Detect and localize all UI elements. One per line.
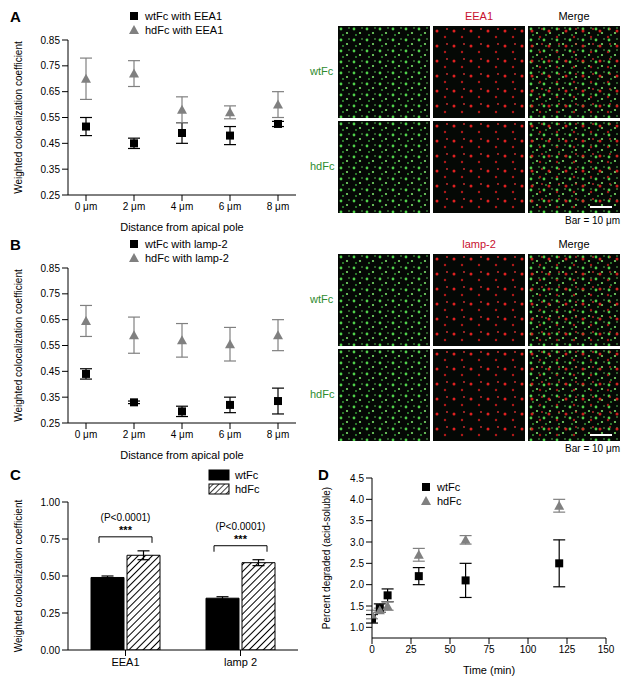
svg-text:1.0: 1.0 xyxy=(350,622,364,633)
svg-text:2.5: 2.5 xyxy=(350,558,364,569)
svg-text:2.0: 2.0 xyxy=(350,579,364,590)
html-text:wtFc with lamp-2: wtFc with lamp-2 xyxy=(145,238,228,250)
svg-text:lamp 2: lamp 2 xyxy=(224,656,257,668)
html-text:wtFc: wtFc xyxy=(310,65,334,77)
svg-text:2 μm: 2 μm xyxy=(123,201,145,212)
html-text:hdFc with EEA1: hdFc with EEA1 xyxy=(145,24,224,36)
svg-text:0.65: 0.65 xyxy=(41,86,61,97)
svg-text:0.00: 0.00 xyxy=(41,645,61,656)
svg-text:0.85: 0.85 xyxy=(41,35,61,46)
svg-text:8 μm: 8 μm xyxy=(267,429,289,440)
html-text:Merge: Merge xyxy=(558,10,590,22)
svg-text:4 μm: 4 μm xyxy=(171,201,193,212)
svg-text:Distance from apical pole: Distance from apical pole xyxy=(120,449,244,461)
svg-text:Distance from apical pole: Distance from apical pole xyxy=(120,221,244,233)
svg-text:(P<0.0001): (P<0.0001) xyxy=(101,512,151,523)
html-text:EEA1: EEA1 xyxy=(464,10,494,22)
svg-text:0.85: 0.85 xyxy=(41,263,61,274)
svg-text:150: 150 xyxy=(598,644,615,655)
html-text:hdFc: hdFc xyxy=(310,160,335,172)
svg-text:3.5: 3.5 xyxy=(350,515,364,526)
svg-text:6 μm: 6 μm xyxy=(219,201,241,212)
svg-text:0 μm: 0 μm xyxy=(75,429,97,440)
svg-text:0.55: 0.55 xyxy=(41,112,61,123)
svg-text:***: *** xyxy=(119,524,133,536)
svg-text:(P<0.0001): (P<0.0001) xyxy=(216,521,266,532)
svg-text:0.50: 0.50 xyxy=(41,571,61,582)
svg-text:25: 25 xyxy=(405,644,417,655)
svg-text:4.0: 4.0 xyxy=(350,494,364,505)
svg-text:75: 75 xyxy=(483,644,495,655)
html-text:hdFc: hdFc xyxy=(437,495,462,507)
svg-text:Weighted colocalization coeffi: Weighted colocalization coefficient xyxy=(13,41,24,194)
html-text:hdFc: hdFc xyxy=(235,483,260,495)
svg-text:3.0: 3.0 xyxy=(350,537,364,548)
svg-text:1.5: 1.5 xyxy=(350,601,364,612)
html-text:Bar = 10 μm: Bar = 10 μm xyxy=(565,443,620,454)
html-text:B: B xyxy=(10,236,21,253)
svg-text:0.35: 0.35 xyxy=(41,392,61,403)
html-text:D: D xyxy=(318,466,329,483)
svg-text:Weighted colocalization coeffi: Weighted colocalization coefficient xyxy=(13,269,24,422)
html-text:Merge: Merge xyxy=(558,238,590,250)
svg-text:0.45: 0.45 xyxy=(41,366,61,377)
svg-text:6 μm: 6 μm xyxy=(219,429,241,440)
svg-text:0.25: 0.25 xyxy=(41,190,61,201)
html-text:lamp-2: lamp-2 xyxy=(462,238,496,250)
svg-text:0.45: 0.45 xyxy=(41,138,61,149)
svg-text:0.35: 0.35 xyxy=(41,164,61,175)
svg-text:0.25: 0.25 xyxy=(41,418,61,429)
html-text:wtFc: wtFc xyxy=(310,293,334,305)
svg-text:0.75: 0.75 xyxy=(41,288,61,299)
html-text:Bar = 10 μm: Bar = 10 μm xyxy=(565,215,620,226)
svg-text:100: 100 xyxy=(520,644,537,655)
html-text:A: A xyxy=(10,8,21,25)
svg-text:EEA1: EEA1 xyxy=(111,656,139,668)
html-text:wtFc: wtFc xyxy=(235,469,259,481)
svg-text:***: *** xyxy=(234,533,248,545)
svg-text:8 μm: 8 μm xyxy=(267,201,289,212)
svg-text:50: 50 xyxy=(444,644,456,655)
svg-text:0: 0 xyxy=(369,644,375,655)
svg-text:125: 125 xyxy=(559,644,576,655)
svg-text:Weighted colocalization coeffi: Weighted colocalization coefficient xyxy=(13,500,24,653)
svg-text:Time (min): Time (min) xyxy=(463,664,515,676)
svg-text:0 μm: 0 μm xyxy=(75,201,97,212)
html-text:wtFc with EEA1: wtFc with EEA1 xyxy=(145,10,222,22)
svg-text:0.65: 0.65 xyxy=(41,314,61,325)
svg-text:0.75: 0.75 xyxy=(41,60,61,71)
html-text:C: C xyxy=(10,466,21,483)
svg-text:Percent degraded (acid-soluble: Percent degraded (acid-soluble) xyxy=(321,487,332,629)
svg-text:0.55: 0.55 xyxy=(41,340,61,351)
svg-text:0.25: 0.25 xyxy=(41,608,61,619)
html-text:hdFc with lamp-2: hdFc with lamp-2 xyxy=(145,252,229,264)
svg-text:4.5: 4.5 xyxy=(350,473,364,484)
svg-text:1.00: 1.00 xyxy=(41,497,61,508)
svg-text:2 μm: 2 μm xyxy=(123,429,145,440)
html-text:hdFc: hdFc xyxy=(310,388,335,400)
svg-text:4 μm: 4 μm xyxy=(171,429,193,440)
svg-text:0.75: 0.75 xyxy=(41,534,61,545)
html-text:wtFc: wtFc xyxy=(437,481,461,493)
